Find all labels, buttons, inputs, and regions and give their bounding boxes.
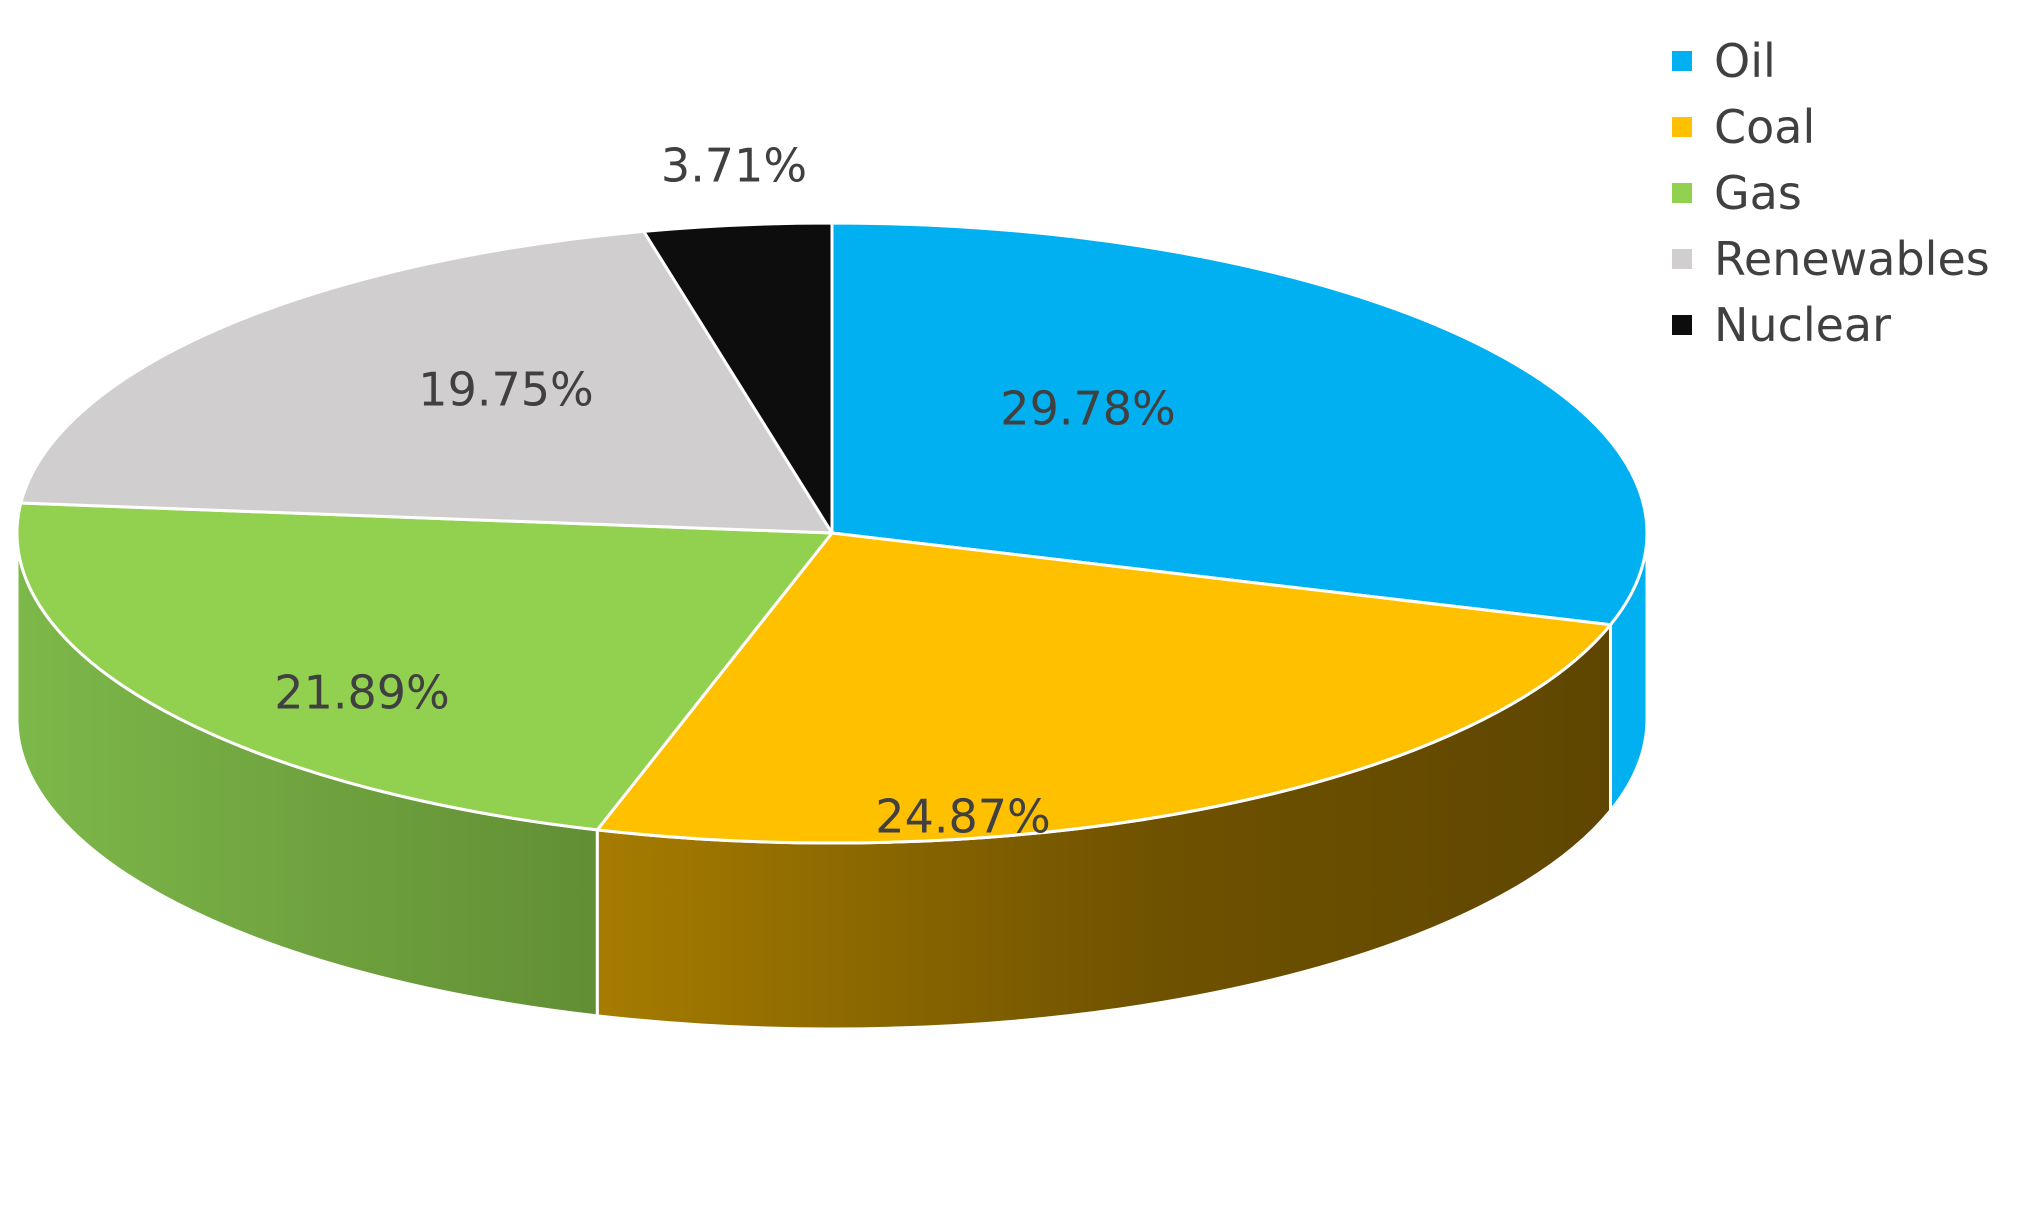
legend-item-nuclear: Nuclear bbox=[1672, 292, 1990, 358]
legend-swatch-coal bbox=[1672, 117, 1692, 137]
legend-swatch-oil bbox=[1672, 51, 1692, 71]
legend-item-oil: Oil bbox=[1672, 28, 1990, 94]
legend-item-gas: Gas bbox=[1672, 160, 1990, 226]
legend-label-gas: Gas bbox=[1714, 166, 1802, 220]
legend-label-nuclear: Nuclear bbox=[1714, 298, 1892, 352]
legend-swatch-gas bbox=[1672, 183, 1692, 203]
data-label-oil: 29.78% bbox=[1000, 382, 1175, 436]
pie-labels: 29.78% 24.87% 21.89% 19.75% 3.71% bbox=[274, 139, 1175, 844]
pie-slices bbox=[15, 221, 1649, 845]
legend-label-renewables: Renewables bbox=[1714, 232, 1990, 286]
slice-renewables bbox=[19, 229, 834, 535]
legend-label-oil: Oil bbox=[1714, 34, 1776, 88]
data-label-nuclear: 3.71% bbox=[661, 139, 807, 193]
slice-oil bbox=[830, 221, 1649, 627]
legend-swatch-nuclear bbox=[1672, 315, 1692, 335]
slice-nuclear bbox=[642, 221, 834, 535]
legend: Oil Coal Gas Renewables Nuclear bbox=[1672, 28, 1990, 358]
legend-swatch-renewables bbox=[1672, 249, 1692, 269]
slice-gas bbox=[15, 501, 834, 832]
data-label-gas: 21.89% bbox=[274, 666, 449, 720]
legend-item-coal: Coal bbox=[1672, 94, 1990, 160]
legend-label-coal: Coal bbox=[1714, 100, 1816, 154]
legend-item-renewables: Renewables bbox=[1672, 226, 1990, 292]
data-label-coal: 24.87% bbox=[875, 790, 1050, 844]
data-label-renewables: 19.75% bbox=[418, 363, 593, 417]
slice-coal bbox=[595, 531, 1613, 845]
